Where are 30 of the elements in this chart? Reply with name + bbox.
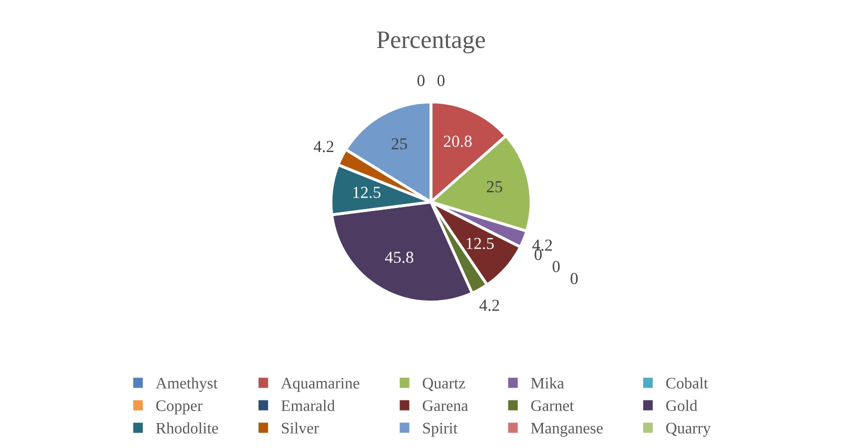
data-label: 45.8 [385, 252, 414, 263]
legend-label: Aquamarine [281, 378, 360, 392]
legend-label: Mika [530, 377, 564, 389]
legend-label: Cobalt [666, 377, 708, 389]
text: 0 [552, 260, 560, 272]
data-label: 4.2 [532, 240, 552, 251]
text: 0 [417, 74, 425, 86]
text: 0 [534, 248, 542, 260]
legend-label: Spirit [423, 422, 458, 437]
data-label: 4.2 [479, 300, 500, 312]
text: 0 [437, 74, 445, 86]
legend-label: Quarry [666, 422, 711, 437]
legend-label: Garena [422, 400, 468, 412]
legend-label: Garnet [531, 400, 574, 412]
legend-label: Copper [156, 400, 202, 414]
data-label: 20.8 [444, 136, 472, 147]
data-label: 4.2 [314, 140, 334, 152]
text: 0 [570, 272, 578, 284]
data-label: 12.5 [353, 186, 380, 198]
legend-label: Emarald [281, 400, 335, 412]
legend-label: Quartz [422, 378, 466, 392]
legend-label: Rhodolite [156, 422, 218, 434]
legend-label: Silver [282, 422, 319, 434]
data-label: 25 [486, 181, 502, 192]
chart-title: Percentage [376, 32, 485, 54]
legend-label: Manganese [530, 422, 603, 437]
legend-label: Amethyst [156, 377, 218, 392]
legend-label: Gold [666, 400, 698, 412]
data-label: 25 [392, 138, 407, 150]
data-label: 12.5 [466, 238, 494, 250]
